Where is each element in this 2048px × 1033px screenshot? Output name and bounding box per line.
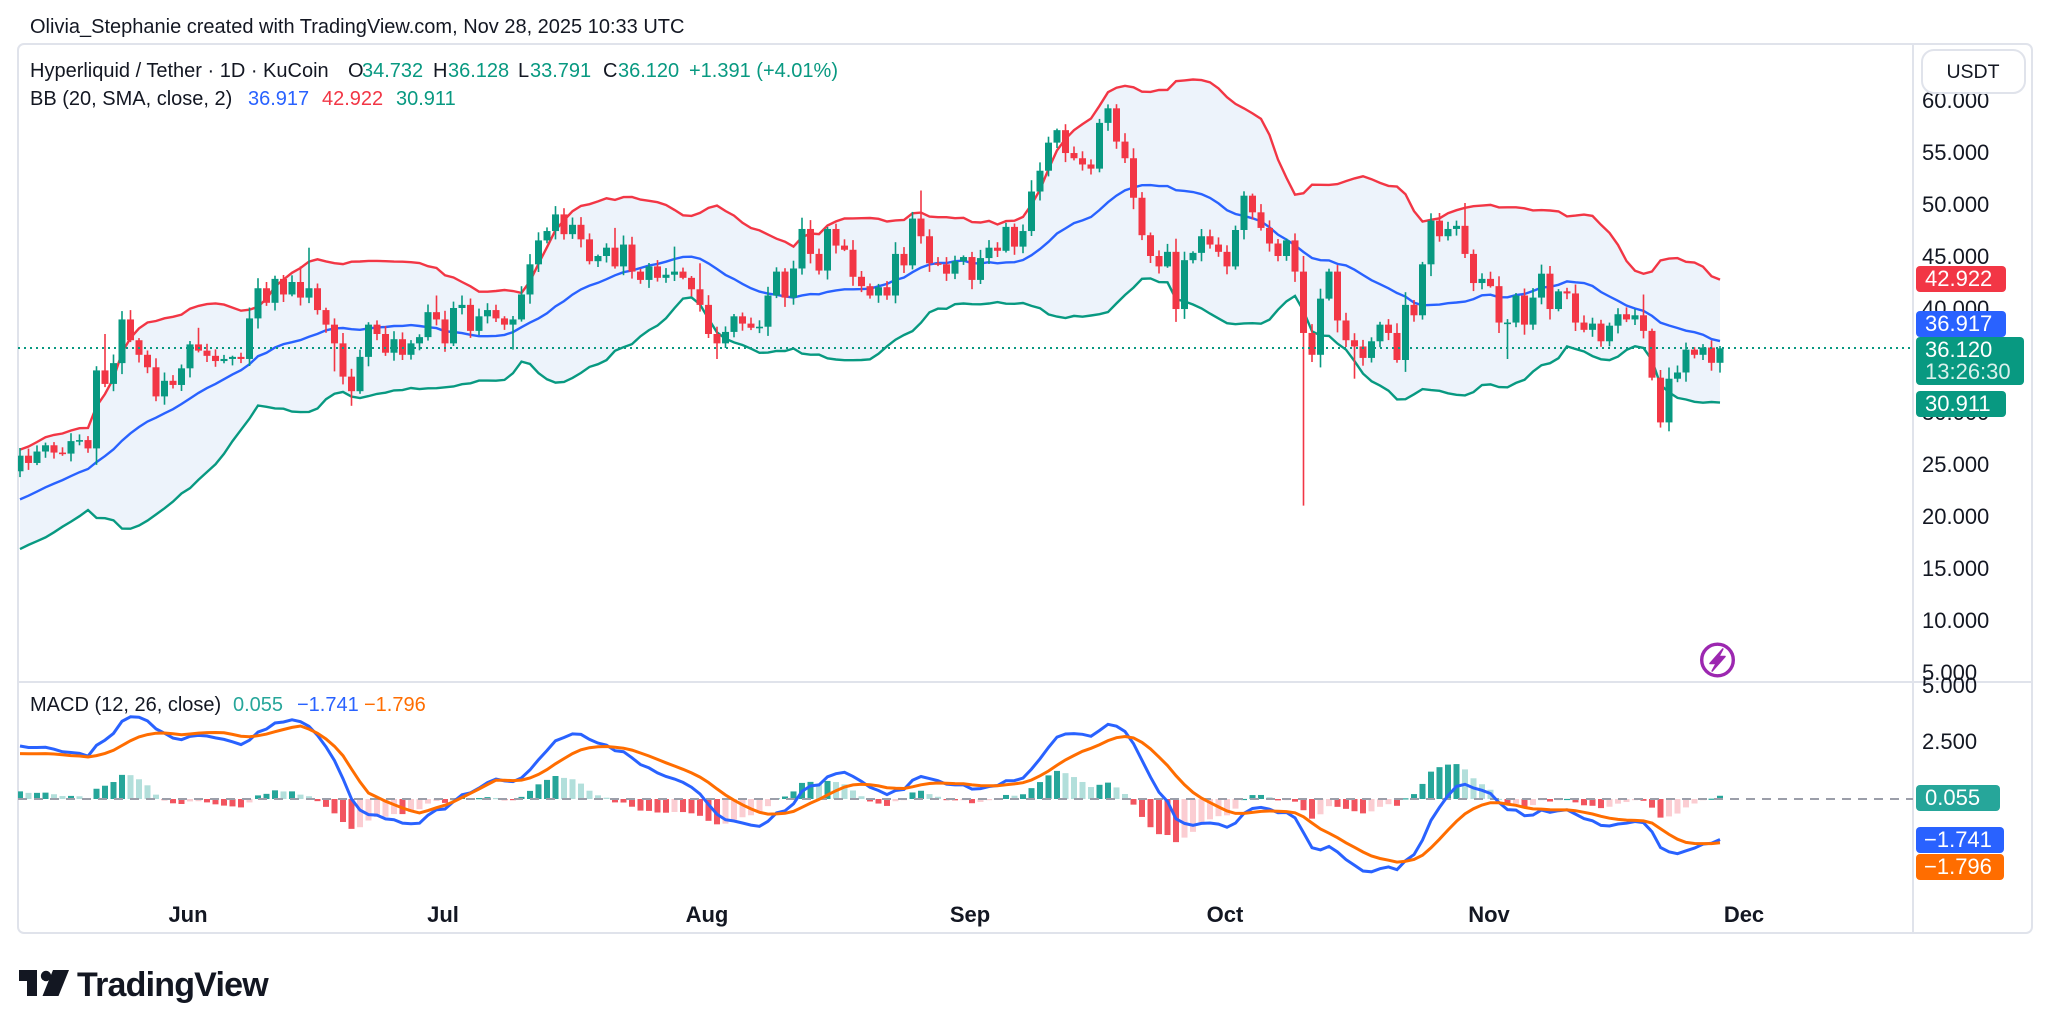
svg-text:Jul: Jul — [427, 902, 459, 927]
svg-text:36.120: 36.120 — [618, 60, 679, 82]
svg-text:TradingView: TradingView — [77, 966, 269, 1004]
svg-text:0.055: 0.055 — [1925, 785, 1980, 810]
svg-text:+1.391 (+4.01%): +1.391 (+4.01%) — [689, 60, 838, 82]
svg-text:Aug: Aug — [686, 902, 729, 927]
svg-text:36.128: 36.128 — [448, 60, 509, 82]
svg-text:10.000: 10.000 — [1922, 608, 1989, 633]
svg-text:42.922: 42.922 — [1925, 266, 1992, 291]
svg-text:L: L — [518, 60, 529, 82]
svg-text:−1.796: −1.796 — [1924, 854, 1992, 879]
svg-text:0.055: 0.055 — [233, 694, 283, 716]
svg-text:34.732: 34.732 — [362, 60, 423, 82]
svg-text:45.000: 45.000 — [1922, 244, 1989, 269]
svg-text:Jun: Jun — [168, 902, 207, 927]
svg-text:42.922: 42.922 — [322, 88, 383, 110]
svg-text:−1.741: −1.741 — [297, 694, 359, 716]
svg-text:55.000: 55.000 — [1922, 140, 1989, 165]
svg-text:50.000: 50.000 — [1922, 192, 1989, 217]
svg-text:Olivia_Stephanie created with: Olivia_Stephanie created with TradingVie… — [30, 16, 684, 38]
svg-text:36.120: 36.120 — [1925, 337, 1992, 362]
svg-text:−1.741: −1.741 — [1924, 827, 1992, 852]
svg-text:33.791: 33.791 — [530, 60, 591, 82]
svg-text:O: O — [348, 60, 364, 82]
svg-text:2.500: 2.500 — [1922, 729, 1977, 754]
svg-text:BB (20, SMA, close, 2): BB (20, SMA, close, 2) — [30, 88, 232, 110]
svg-text:MACD (12, 26, close): MACD (12, 26, close) — [30, 694, 221, 716]
svg-text:36.917: 36.917 — [248, 88, 309, 110]
svg-text:USDT: USDT — [1946, 61, 1999, 83]
svg-text:Hyperliquid / Tether · 1D · Ku: Hyperliquid / Tether · 1D · KuCoin — [30, 60, 329, 82]
svg-text:15.000: 15.000 — [1922, 556, 1989, 581]
svg-text:30.911: 30.911 — [396, 88, 456, 110]
svg-text:20.000: 20.000 — [1922, 504, 1989, 529]
svg-text:30.911: 30.911 — [1925, 391, 1991, 416]
svg-text:Oct: Oct — [1207, 902, 1244, 927]
svg-text:C: C — [603, 60, 617, 82]
svg-text:36.917: 36.917 — [1925, 311, 1992, 336]
svg-text:Sep: Sep — [950, 902, 990, 927]
svg-text:25.000: 25.000 — [1922, 452, 1989, 477]
svg-text:5.000: 5.000 — [1922, 660, 1977, 685]
svg-text:Nov: Nov — [1468, 902, 1510, 927]
svg-text:13:26:30: 13:26:30 — [1925, 359, 2011, 384]
svg-text:−1.796: −1.796 — [364, 694, 426, 716]
svg-text:H: H — [433, 60, 447, 82]
svg-text:Dec: Dec — [1724, 902, 1764, 927]
svg-text:5.000: 5.000 — [1922, 673, 1977, 698]
